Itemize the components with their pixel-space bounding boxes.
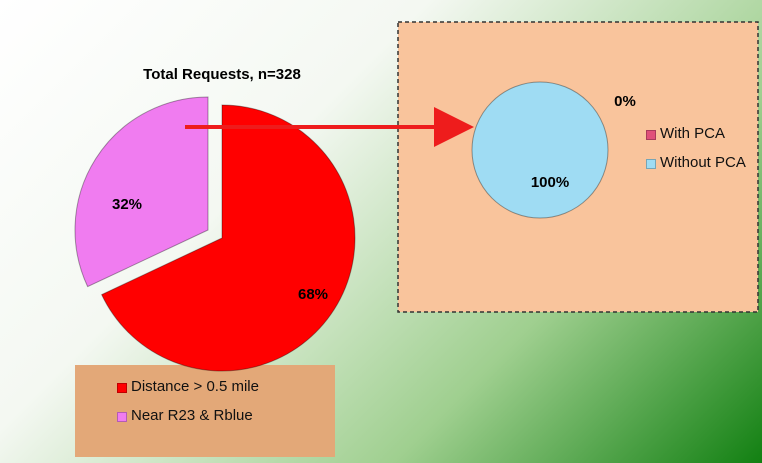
legend-label: Without PCA (660, 154, 746, 171)
data-label: 32% (112, 196, 142, 213)
legend-swatch (646, 159, 656, 169)
legend-swatch (646, 130, 656, 140)
legend-item: Without PCA (646, 154, 746, 171)
legend-item: Distance > 0.5 mile (117, 378, 327, 395)
legend-swatch (117, 383, 127, 393)
legend-label: Distance > 0.5 mile (131, 378, 259, 395)
legend-label: Near R23 & Rblue (131, 407, 253, 424)
pie-slice (471, 81, 609, 219)
legend-label: With PCA (660, 125, 726, 142)
pie-slice (74, 96, 209, 288)
pie-slice (100, 104, 356, 372)
data-label: 0% (614, 93, 636, 110)
chart-title: Total Requests, n=328 (143, 66, 301, 83)
legend-box (75, 365, 335, 457)
legend-item: Near R23 & Rblue (117, 407, 327, 424)
legend: Distance > 0.5 mile Near R23 & Rblue (117, 378, 327, 436)
legend-swatch (117, 412, 127, 422)
data-label: 100% (531, 174, 569, 191)
legend-item: With PCA (646, 125, 746, 142)
data-label: 68% (298, 286, 328, 303)
legend: With PCA Without PCA (646, 125, 746, 183)
